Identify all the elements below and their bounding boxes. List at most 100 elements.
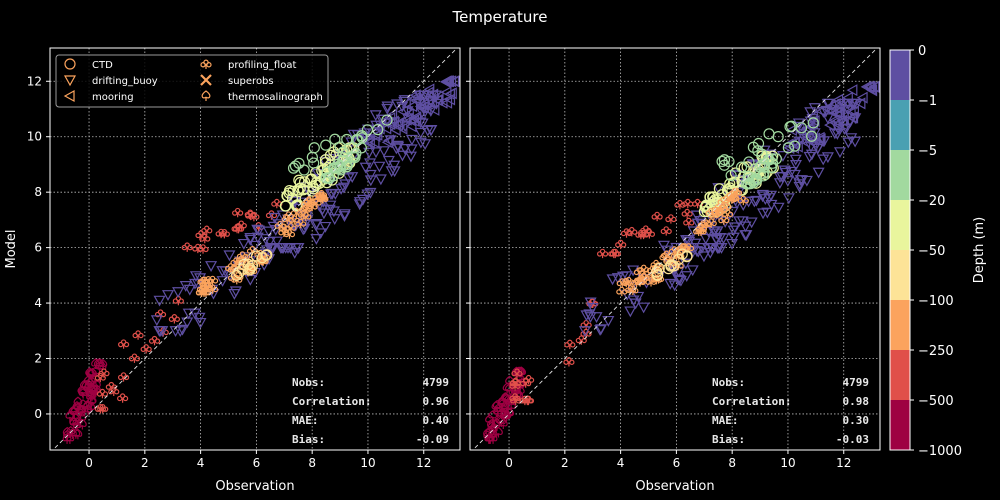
- data-point: [338, 211, 351, 223]
- data-point: [181, 242, 193, 252]
- data-point: [665, 214, 677, 224]
- data-point: [188, 278, 202, 290]
- x-tick-label: 4: [617, 456, 625, 470]
- data-point: [270, 236, 283, 248]
- data-point: [215, 228, 227, 239]
- data-point: [863, 80, 875, 93]
- x-tick-label: 10: [780, 456, 795, 470]
- data-point: [485, 414, 494, 426]
- x-axis-label: Observation: [215, 479, 294, 494]
- data-point: [319, 221, 332, 233]
- data-point: [342, 173, 355, 185]
- data-point: [303, 196, 315, 206]
- data-point: [350, 147, 362, 159]
- data-point: [246, 245, 259, 256]
- legend-label: mooring: [92, 92, 134, 103]
- data-point: [806, 130, 818, 142]
- data-point: [174, 326, 187, 338]
- data-point: [509, 393, 521, 403]
- data-point: [682, 198, 694, 209]
- data-point: [616, 286, 628, 297]
- data-point: [297, 224, 310, 236]
- legend-marker-x-cross: [200, 74, 212, 86]
- stats-box: Nobs: 4799 Correlation: 0.98 MAE: 0.30 Bias: -0…: [712, 376, 869, 446]
- data-point: [733, 216, 746, 228]
- data-point: [791, 140, 803, 153]
- data-point: [83, 401, 92, 413]
- data-point: [262, 226, 275, 238]
- data-point: [237, 238, 250, 250]
- data-point: [403, 108, 414, 121]
- data-point: [789, 159, 802, 171]
- data-point: [231, 223, 243, 234]
- colorbar-tick-label: −5: [918, 144, 937, 159]
- stat-value: 0.30: [843, 414, 870, 427]
- data-point: [808, 103, 821, 114]
- data-point: [269, 224, 282, 236]
- data-point: [756, 148, 768, 160]
- data-point: [788, 169, 801, 181]
- data-point: [782, 193, 795, 205]
- data-point: [153, 295, 166, 307]
- data-point: [795, 175, 808, 187]
- data-point: [372, 124, 384, 136]
- data-point: [364, 169, 377, 181]
- data-point: [624, 285, 637, 295]
- data-point: [757, 208, 770, 220]
- data-point: [423, 83, 435, 96]
- data-point: [397, 105, 409, 118]
- y-axis-label: Model: [4, 229, 19, 268]
- colorbar-tick-label: −500: [918, 394, 954, 409]
- data-point: [94, 372, 106, 383]
- data-point: [782, 142, 794, 154]
- data-point: [814, 133, 826, 146]
- data-point: [229, 286, 242, 298]
- data-point: [288, 248, 301, 259]
- data-point: [848, 105, 859, 118]
- data-point: [361, 189, 374, 201]
- data-point: [161, 290, 175, 301]
- data-point: [194, 317, 207, 329]
- x-tick-label: 4: [197, 456, 205, 470]
- data-point: [420, 102, 432, 115]
- data-point: [244, 264, 256, 276]
- data-point: [392, 142, 405, 153]
- data-point: [154, 326, 167, 338]
- data-point: [410, 112, 422, 125]
- data-point: [710, 228, 723, 240]
- data-point: [309, 220, 322, 231]
- data-point: [182, 308, 195, 320]
- data-point: [686, 265, 699, 277]
- data-point: [586, 303, 599, 314]
- data-point: [789, 136, 801, 149]
- panels: 0 2 4 6 8 10 12 0 2 4 6 8 10 12 Observation Model Nobs: 4…: [4, 47, 881, 494]
- colorbar: 0 −1 −5 −20 −50 −100 −250 −500 −1000 Depth (m): [889, 44, 987, 459]
- data-point: [668, 246, 681, 256]
- data-point: [132, 330, 144, 340]
- data-point: [799, 135, 811, 148]
- data-point: [346, 172, 359, 183]
- stat-label: Correlation:: [292, 395, 371, 408]
- data-point: [337, 182, 350, 194]
- data-point: [310, 234, 323, 245]
- data-point: [206, 275, 219, 286]
- data-point: [745, 217, 758, 229]
- data-point: [281, 214, 293, 224]
- data-point: [261, 249, 273, 261]
- data-point: [426, 96, 437, 109]
- data-point: [488, 429, 498, 440]
- data-point: [265, 243, 278, 254]
- data-point: [353, 199, 366, 211]
- data-point: [283, 229, 296, 239]
- data-point: [869, 80, 880, 93]
- subplot-1: 0 2 4 6 8 10 12 0 2 4 6 8 10 12 Observation Model Nobs: 4…: [4, 47, 461, 494]
- data-point: [381, 103, 394, 115]
- data-point: [750, 195, 763, 207]
- data-point: [717, 233, 730, 245]
- data-point: [369, 147, 383, 159]
- data-point: [381, 114, 393, 126]
- data-point: [681, 208, 693, 219]
- x-tick-label: 10: [360, 456, 375, 470]
- data-point: [751, 174, 763, 186]
